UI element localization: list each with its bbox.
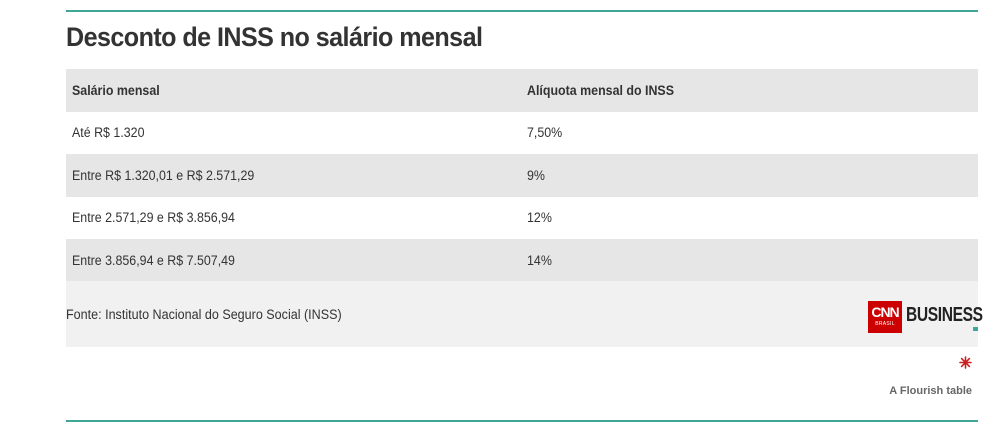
rate-cell: 9% <box>527 167 545 183</box>
source-note: Fonte: Instituto Nacional do Seguro Soci… <box>66 306 342 322</box>
salary-cell: Entre 2.571,29 e R$ 3.856,94 <box>72 210 235 226</box>
table-row: Entre R$ 1.320,01 e R$ 2.571,29 9% <box>66 154 978 197</box>
table-title: Desconto de INSS no salário mensal <box>66 22 483 52</box>
rate-cell: 12% <box>527 210 552 226</box>
table-footer: Fonte: Instituto Nacional do Seguro Soci… <box>66 281 983 347</box>
table-header-row: Salário mensal Alíquota mensal do INSS <box>66 69 978 112</box>
logo-accent-mark <box>973 327 978 331</box>
business-wordmark: BUSINESS <box>906 304 983 326</box>
rate-cell: 14% <box>527 252 552 268</box>
cnn-brasil-badge: CNN BRASIL <box>868 301 902 333</box>
salary-cell: Entre 3.856,94 e R$ 7.507,49 <box>72 252 235 268</box>
rate-cell: 7,50% <box>527 125 563 141</box>
inss-rate-table: Salário mensal Alíquota mensal do INSS A… <box>66 69 978 282</box>
cnn-wordmark: CNN <box>871 304 899 320</box>
header-rate: Alíquota mensal do INSS <box>527 82 674 98</box>
table-row: Entre 2.571,29 e R$ 3.856,94 12% <box>66 197 978 240</box>
table-row: Entre 3.856,94 e R$ 7.507,49 14% <box>66 239 978 282</box>
top-divider <box>66 10 978 12</box>
salary-cell: Entre R$ 1.320,01 e R$ 2.571,29 <box>72 167 255 183</box>
flourish-logo-icon[interactable] <box>959 356 972 369</box>
header-salary: Salário mensal <box>72 82 160 98</box>
cnn-business-logo: CNN BRASIL BUSINESS <box>866 301 983 333</box>
flourish-table-embed: Desconto de INSS no salário mensal Salár… <box>66 10 983 424</box>
salary-cell: Até R$ 1.320 <box>72 125 145 141</box>
table-row: Até R$ 1.320 7,50% <box>66 112 978 155</box>
bottom-divider <box>66 420 978 422</box>
flourish-credit-link[interactable]: A Flourish table <box>889 385 972 397</box>
brasil-wordmark: BRASIL <box>875 321 895 327</box>
